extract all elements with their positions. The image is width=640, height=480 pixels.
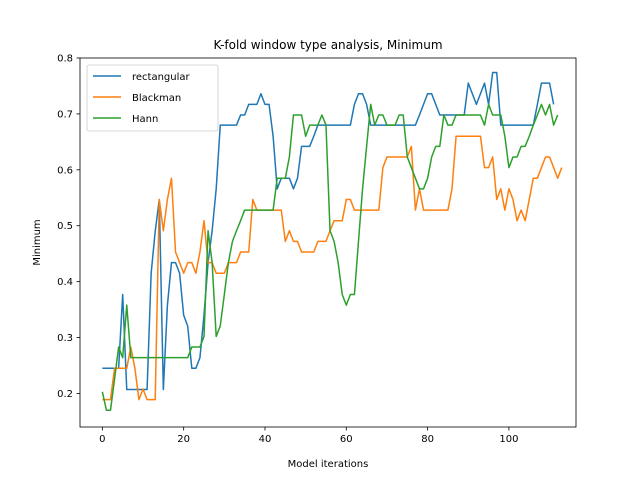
y-tick-label: 0.6 xyxy=(57,165,73,176)
series-line-hann xyxy=(101,103,559,411)
legend: rectangular Blackman Hann xyxy=(86,64,219,132)
series-lines xyxy=(101,71,563,411)
y-tick-label: 0.2 xyxy=(57,389,73,400)
y-tick-label: 0.8 xyxy=(57,54,73,65)
plot-frame xyxy=(79,57,577,428)
series-line-rectangular xyxy=(102,71,555,391)
x-tick-label: 40 xyxy=(259,434,272,445)
x-axis-ticks: 0 20 40 60 80 100 xyxy=(99,427,518,445)
x-tick-label: 20 xyxy=(177,434,190,445)
series-line-blackman xyxy=(102,135,563,401)
y-axis-label: Minimum xyxy=(32,219,43,265)
x-tick-label: 0 xyxy=(99,434,105,445)
y-tick-label: 0.3 xyxy=(57,333,73,344)
x-tick-label: 80 xyxy=(421,434,434,445)
legend-label-hann: Hann xyxy=(132,114,158,125)
y-tick-label: 0.5 xyxy=(57,221,73,232)
legend-label-blackman: Blackman xyxy=(132,93,181,104)
legend-box xyxy=(86,64,219,132)
legend-label-rectangular: rectangular xyxy=(132,72,191,83)
y-axis-ticks: 0.2 0.3 0.4 0.5 0.6 0.7 0.8 xyxy=(57,54,80,400)
x-tick-label: 60 xyxy=(340,434,353,445)
x-axis-label: Model iterations xyxy=(288,459,369,470)
y-tick-label: 0.4 xyxy=(57,277,73,288)
y-tick-label: 0.7 xyxy=(57,109,73,120)
chart-title: K-fold window type analysis, Minimum xyxy=(213,38,442,52)
x-tick-label: 100 xyxy=(499,434,518,445)
